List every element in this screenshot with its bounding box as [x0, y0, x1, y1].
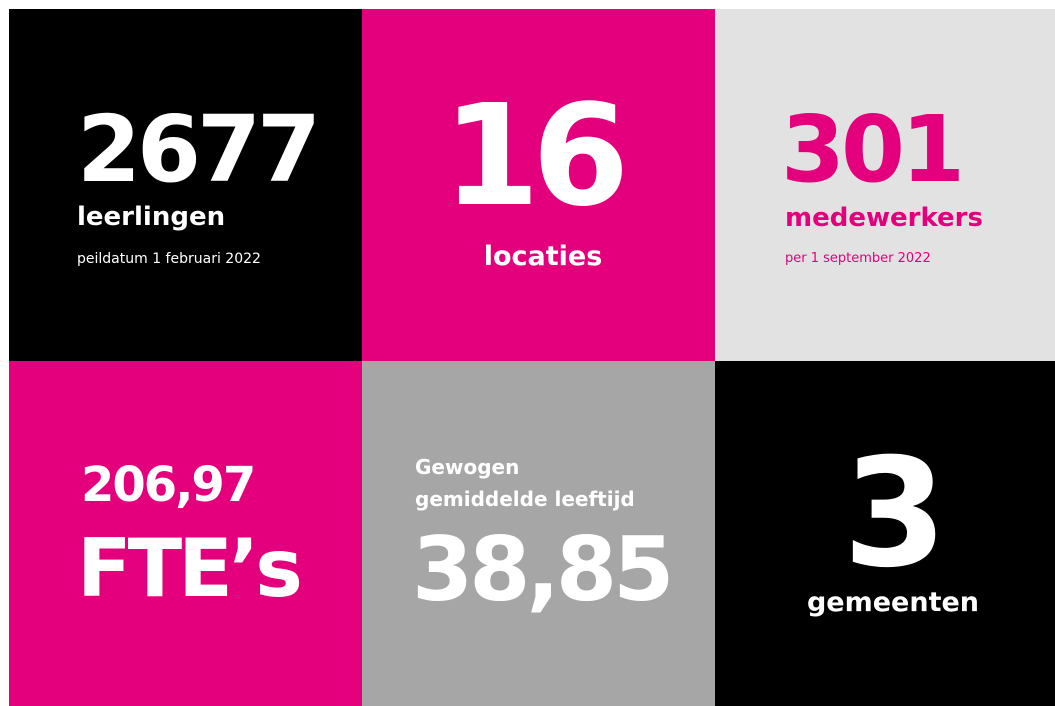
note: per 1 september 2022	[785, 251, 931, 266]
number: 16	[442, 75, 630, 238]
tile-students: 2677 leerlingen peildatum 1 februari 202…	[9, 9, 362, 361]
number: 38,85	[412, 518, 674, 621]
label: gemeenten	[806, 587, 980, 618]
number: 3	[842, 427, 947, 601]
label: medewerkers	[785, 203, 983, 233]
tile-employees: 301 medewerkers per 1 september 2022	[715, 9, 1055, 361]
tile-locations: 16 locaties	[362, 9, 715, 361]
tile-fte: 206,97 FTE’s	[9, 361, 362, 706]
label: FTE’s	[77, 522, 303, 615]
note: peildatum 1 februari 2022	[77, 251, 261, 267]
label: locaties	[483, 241, 603, 272]
number: 301	[781, 96, 965, 203]
heading: gemiddelde leeftijd	[415, 487, 635, 511]
tile-age: Gewogen gemiddelde leeftijd 38,85	[362, 361, 715, 706]
tile-municipalities: 3 gemeenten	[715, 361, 1055, 706]
number: 206,97	[81, 457, 256, 513]
heading: Gewogen	[415, 455, 520, 479]
label: leerlingen	[77, 202, 226, 232]
number: 2677	[77, 96, 321, 203]
